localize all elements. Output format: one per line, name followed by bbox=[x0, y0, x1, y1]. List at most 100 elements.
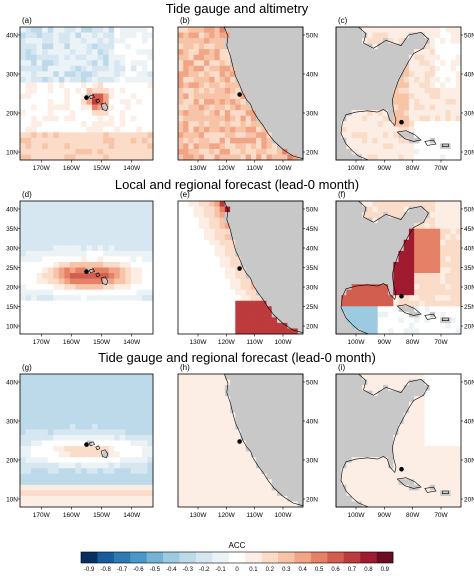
grid-cell bbox=[450, 295, 457, 302]
grid-cell bbox=[266, 104, 273, 111]
panel-frame bbox=[177, 373, 304, 508]
grid-cell bbox=[266, 143, 273, 150]
grid-cell bbox=[235, 154, 241, 161]
grid-cell bbox=[214, 245, 221, 252]
grid-cell bbox=[424, 245, 431, 252]
grid-cell bbox=[214, 121, 221, 128]
grid-cell bbox=[276, 27, 283, 33]
grid-cell bbox=[42, 60, 49, 67]
grid-cell bbox=[198, 121, 205, 128]
grid-cell bbox=[440, 396, 446, 403]
grid-cell bbox=[445, 49, 451, 56]
grid-cell bbox=[130, 390, 137, 397]
grid-cell bbox=[58, 93, 65, 100]
grid-cell bbox=[450, 148, 457, 155]
grid-cell bbox=[424, 306, 431, 313]
grid-cell bbox=[388, 289, 394, 296]
grid-cell bbox=[198, 379, 205, 386]
grid-cell bbox=[429, 93, 436, 100]
grid-cell bbox=[245, 311, 252, 318]
grid-cell bbox=[440, 154, 446, 161]
grid-cell bbox=[36, 115, 43, 122]
grid-cell bbox=[356, 322, 363, 329]
grid-cell bbox=[58, 273, 65, 279]
grid-cell bbox=[141, 385, 148, 392]
grid-cell bbox=[114, 137, 121, 144]
grid-cell bbox=[341, 201, 347, 207]
grid-cell bbox=[147, 322, 154, 329]
grid-cell bbox=[250, 434, 257, 441]
grid-cell bbox=[209, 154, 215, 161]
grid-cell bbox=[388, 228, 394, 235]
grid-cell bbox=[53, 473, 60, 480]
grid-cell bbox=[336, 256, 342, 263]
grid-cell bbox=[429, 121, 436, 128]
grid-cell bbox=[36, 423, 43, 430]
grid-cell bbox=[362, 317, 368, 324]
grid-cell bbox=[256, 137, 262, 144]
grid-cell bbox=[266, 239, 273, 246]
grid-cell bbox=[450, 132, 457, 139]
grid-cell bbox=[445, 317, 451, 324]
grid-cell bbox=[209, 43, 215, 50]
grid-cell bbox=[204, 115, 210, 122]
grid-cell bbox=[64, 60, 71, 67]
grid-cell bbox=[36, 374, 43, 380]
grid-cell bbox=[282, 38, 288, 45]
grid-cell bbox=[119, 43, 126, 50]
grid-cell bbox=[336, 245, 342, 252]
x-tick-label: 170W bbox=[33, 339, 51, 346]
grid-cell bbox=[58, 295, 65, 302]
grid-cell bbox=[282, 374, 288, 380]
grid-cell bbox=[372, 256, 379, 263]
grid-cell bbox=[398, 267, 405, 274]
grid-cell bbox=[261, 137, 267, 144]
grid-cell bbox=[188, 457, 195, 464]
grid-cell bbox=[377, 322, 384, 329]
grid-cell bbox=[445, 82, 451, 89]
grid-cell bbox=[440, 267, 446, 274]
grid-cell bbox=[382, 206, 389, 213]
grid-cell bbox=[141, 217, 148, 224]
grid-cell bbox=[97, 71, 104, 78]
grid-cell bbox=[240, 501, 247, 508]
grid-cell bbox=[282, 201, 288, 207]
grid-cell bbox=[183, 374, 189, 380]
grid-cell bbox=[42, 261, 49, 268]
grid-cell bbox=[80, 473, 87, 480]
grid-cell bbox=[341, 82, 347, 89]
grid-cell bbox=[64, 82, 71, 89]
grid-cell bbox=[256, 289, 262, 296]
grid-cell bbox=[429, 60, 436, 67]
grid-cell bbox=[235, 245, 241, 252]
grid-cell bbox=[103, 250, 110, 257]
grid-cell bbox=[271, 234, 278, 241]
grid-cell bbox=[86, 43, 93, 50]
grid-cell bbox=[75, 462, 82, 469]
grid-cell bbox=[419, 104, 425, 111]
grid-cell bbox=[388, 396, 394, 403]
grid-cell bbox=[266, 49, 273, 56]
grid-cell bbox=[119, 490, 126, 497]
grid-cell bbox=[414, 223, 420, 230]
grid-cell bbox=[245, 261, 252, 268]
grid-cell bbox=[64, 434, 71, 441]
grid-cell bbox=[429, 407, 436, 414]
grid-cell bbox=[103, 234, 110, 241]
grid-cell bbox=[198, 495, 205, 502]
grid-cell bbox=[204, 201, 210, 207]
grid-cell bbox=[183, 82, 189, 89]
grid-cell bbox=[198, 132, 205, 139]
grid-cell bbox=[230, 434, 236, 441]
grid-cell bbox=[42, 121, 49, 128]
grid-cell bbox=[261, 479, 267, 486]
grid-cell bbox=[75, 300, 82, 307]
grid-cell bbox=[362, 71, 368, 78]
grid-cell bbox=[250, 132, 257, 139]
grid-cell bbox=[403, 267, 410, 274]
grid-cell bbox=[80, 412, 87, 419]
grid-cell bbox=[75, 374, 82, 380]
grid-cell bbox=[214, 126, 221, 133]
grid-cell bbox=[58, 284, 65, 291]
grid-cell bbox=[42, 267, 49, 274]
